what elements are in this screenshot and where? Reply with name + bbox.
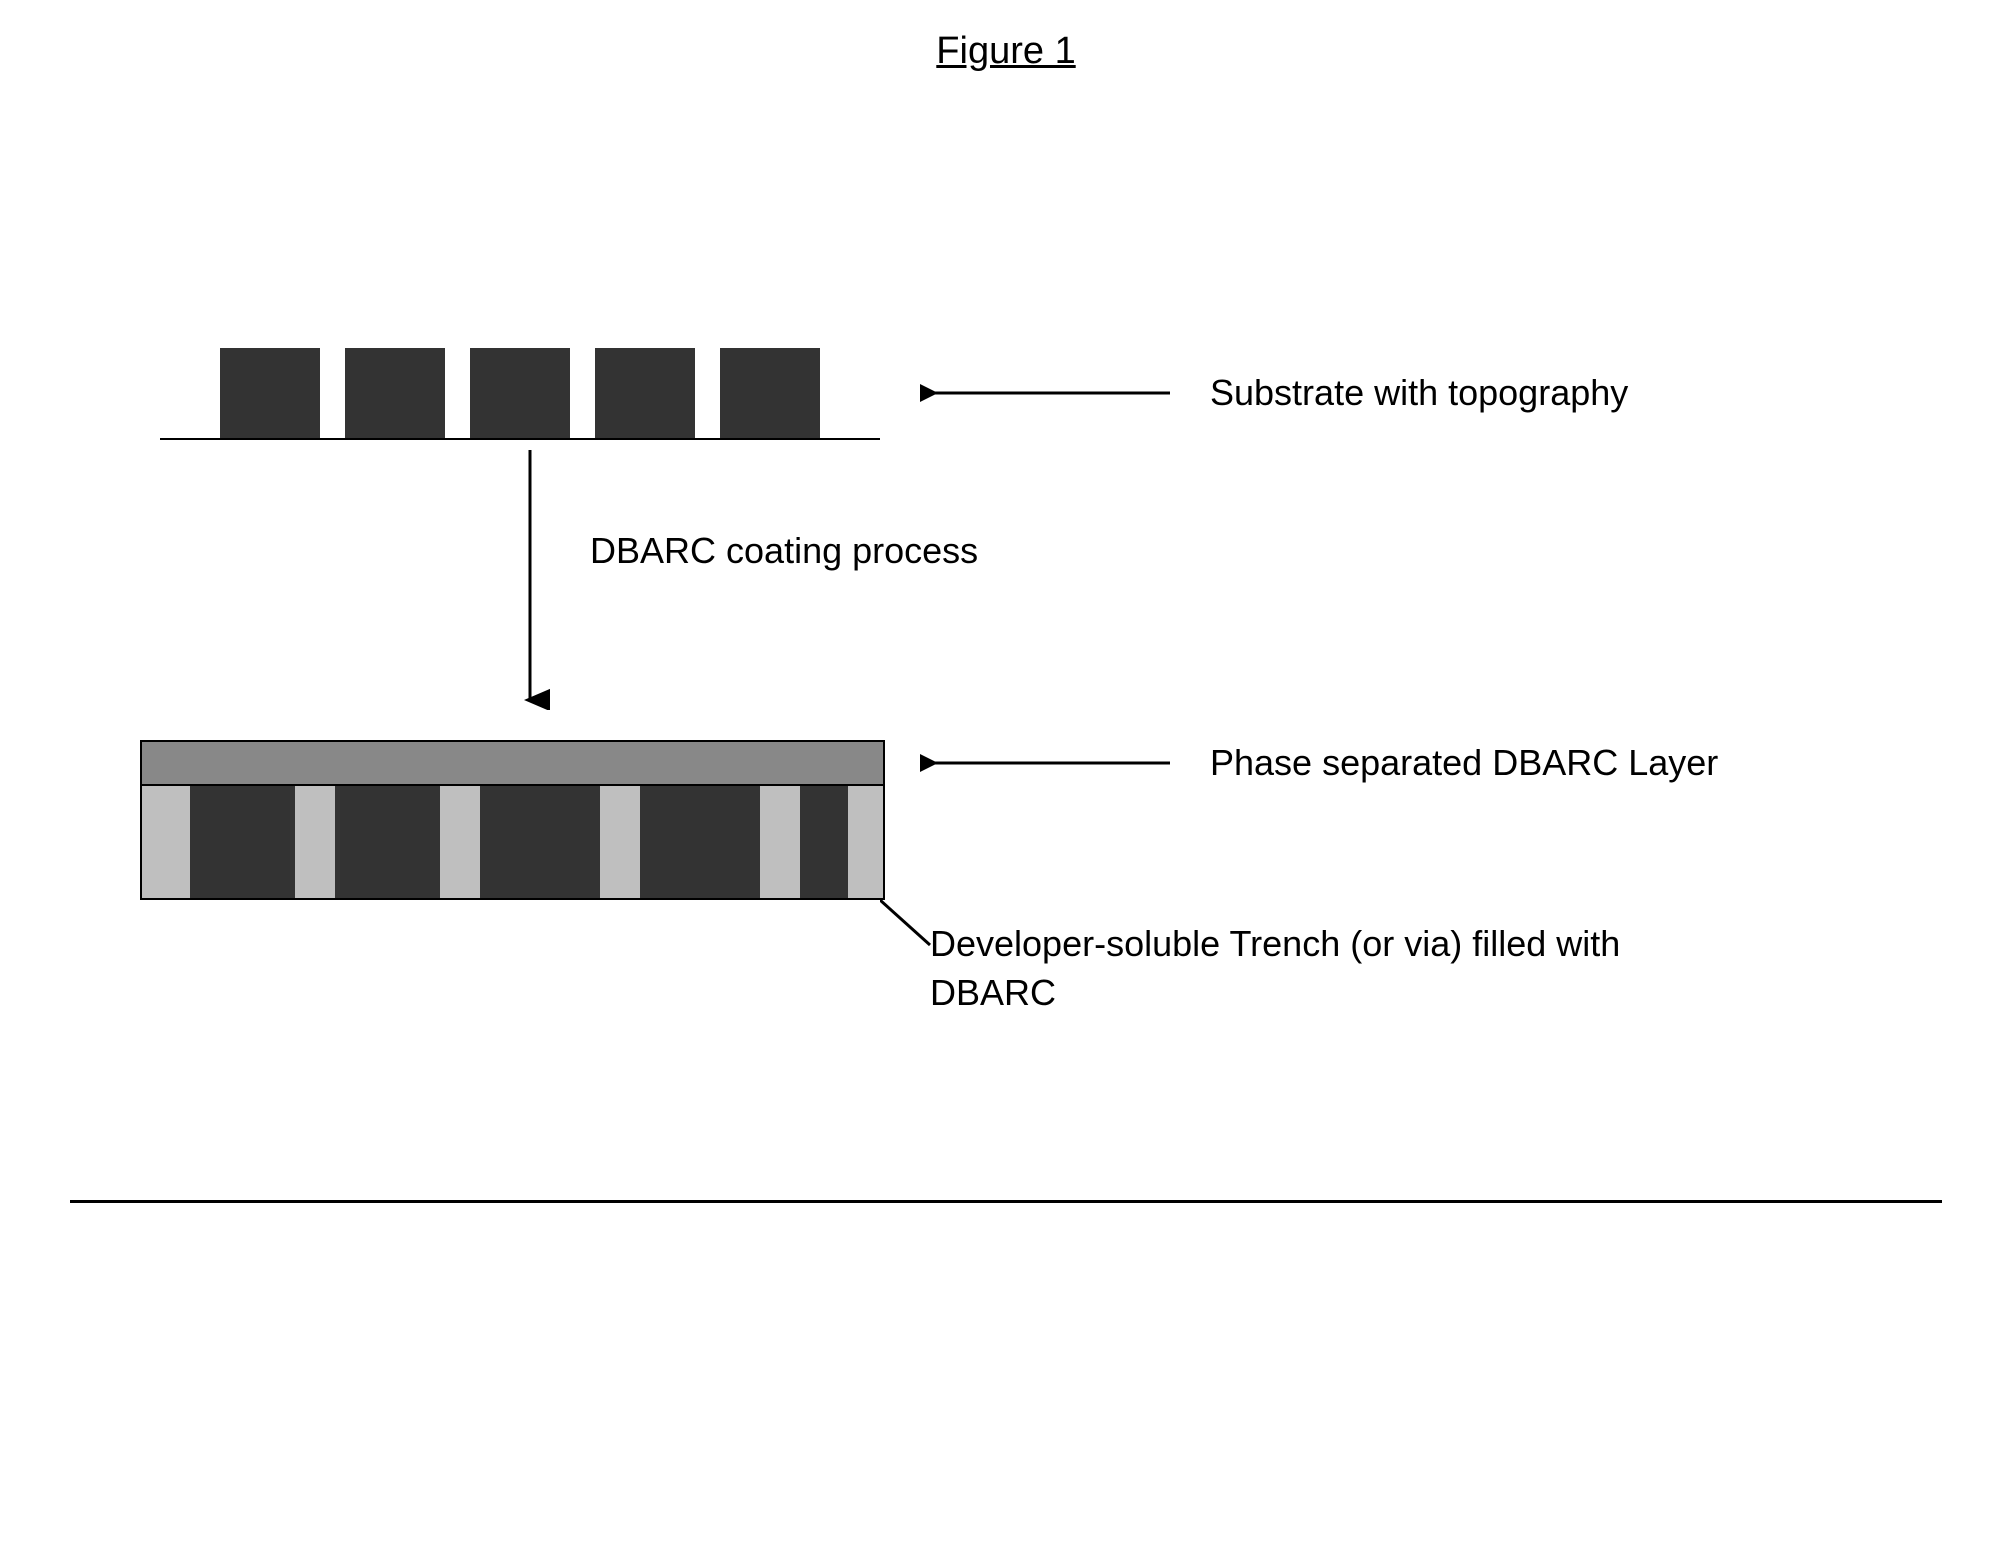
feature-block <box>335 786 440 898</box>
arrow-left-icon <box>920 373 1180 413</box>
diagram: Substrate with topography DBARC coating … <box>160 330 1860 440</box>
topography-block <box>345 348 445 438</box>
dbarc-filled-trench <box>142 786 190 898</box>
process-label: DBARC coating process <box>590 530 978 572</box>
substrate-baseline <box>160 438 880 440</box>
topography-block <box>595 348 695 438</box>
figure-title: Figure 1 <box>936 30 1075 73</box>
bottom-rule <box>70 1200 1942 1203</box>
substrate-top <box>160 330 880 440</box>
feature-block <box>190 786 295 898</box>
feature-block <box>640 786 760 898</box>
topography-block <box>720 348 820 438</box>
substrate-label: Substrate with topography <box>1210 372 1628 414</box>
trench-label: Developer-soluble Trench (or via) filled… <box>930 920 1630 1017</box>
feature-block <box>480 786 600 898</box>
topography-block <box>220 348 320 438</box>
dbarc-filled-trench <box>760 786 800 898</box>
phase-label-group: Phase separated DBARC Layer <box>920 742 1718 784</box>
phase-label: Phase separated DBARC Layer <box>1210 742 1718 784</box>
dbarc-layer <box>142 742 883 786</box>
dbarc-filled-trench <box>295 786 335 898</box>
substrate-label-group: Substrate with topography <box>920 372 1628 414</box>
dbarc-filled-trench <box>848 786 883 898</box>
topography-block <box>470 348 570 438</box>
dbarc-filled-trench <box>440 786 480 898</box>
feature-block <box>800 786 848 898</box>
fill-row <box>142 786 883 898</box>
coated-structure <box>140 740 885 900</box>
arrow-left-icon <box>920 743 1180 783</box>
process-arrow-icon <box>510 450 550 710</box>
dbarc-filled-trench <box>600 786 640 898</box>
